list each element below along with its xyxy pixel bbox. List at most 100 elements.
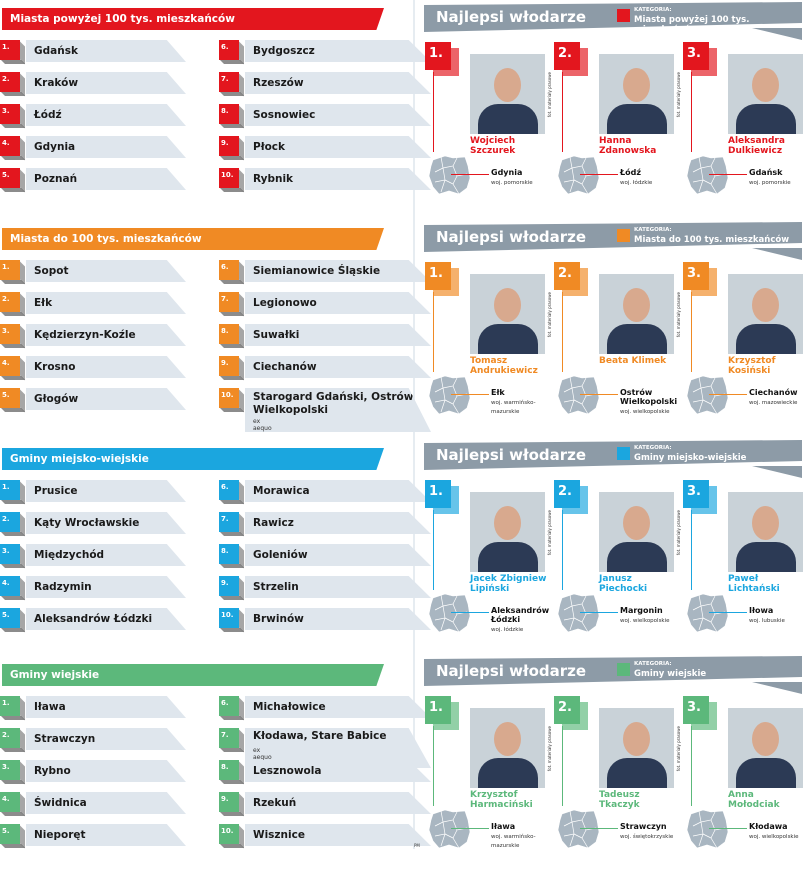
rank-line bbox=[691, 292, 692, 372]
category-label: KATEGORIA: bbox=[634, 445, 672, 451]
city-name: Gdańsk bbox=[749, 168, 783, 177]
rank-badge: 9. bbox=[219, 792, 239, 812]
category-name: Miasta powyżej 100 tys. mieszkańców bbox=[634, 15, 750, 35]
portrait-head bbox=[752, 68, 779, 102]
rank-line bbox=[691, 72, 692, 152]
portrait-head bbox=[623, 68, 650, 102]
category-color-swatch bbox=[617, 229, 630, 242]
portrait-head bbox=[752, 722, 779, 756]
winner-city: Aleksandrów Łódzki woj. łódzkie bbox=[491, 606, 553, 635]
city-name: Iłowa bbox=[749, 606, 774, 615]
winner-name: Hanna Zdanowska bbox=[599, 136, 657, 156]
rank-badge: 3. bbox=[0, 544, 20, 564]
rank-badge: 4. bbox=[0, 576, 20, 596]
location-connector bbox=[580, 828, 618, 829]
rank-badge: 4. bbox=[0, 792, 20, 812]
location-connector bbox=[709, 828, 747, 829]
panel-title: Najlepsi włodarze bbox=[436, 662, 587, 680]
rank-badge: 1. bbox=[425, 480, 451, 508]
ranking-name: Głogów bbox=[26, 388, 186, 410]
ranking-name: Morawica bbox=[245, 480, 431, 502]
photo-credit: fot. materiały prasowe bbox=[547, 726, 552, 772]
rank-badge: 2. bbox=[554, 42, 580, 70]
portrait-photo bbox=[728, 274, 803, 354]
winner-city: Ciechanów woj. mazowieckie bbox=[749, 388, 797, 408]
winner-city: Ełk woj. warmińsko-mazurskie bbox=[491, 388, 553, 417]
portrait-head bbox=[494, 506, 521, 540]
location-connector bbox=[451, 394, 489, 395]
city-name: Ciechanów bbox=[749, 388, 798, 397]
ex-aequo-note: ex aequo bbox=[253, 747, 272, 761]
rank-badge: 3. bbox=[683, 42, 709, 70]
winner-card: 1. fot. materiały prasowe Tomasz Andrukiew… bbox=[425, 262, 553, 437]
ranking-name: Goleniów bbox=[245, 544, 431, 566]
photo-credit: fot. materiały prasowe bbox=[547, 292, 552, 338]
rank-line bbox=[691, 726, 692, 806]
city-name: Ełk bbox=[491, 388, 505, 397]
rank-line bbox=[433, 726, 434, 806]
rank-badge: 1. bbox=[425, 696, 451, 724]
portrait-body bbox=[736, 324, 796, 354]
winner-name: Paweł Lichtański bbox=[728, 574, 780, 594]
ranking-name: Aleksandrów Łódzki bbox=[26, 608, 186, 630]
location-connector bbox=[451, 174, 489, 175]
ranking-name: Kędzierzyn-Koźle bbox=[26, 324, 186, 346]
category-name: Gminy miejsko-wiejskie bbox=[634, 453, 747, 463]
city-name: Kłodawa bbox=[749, 822, 788, 831]
ranking-name: Lesznowola bbox=[245, 760, 431, 782]
voivodeship: woj. warmińsko-mazurskie bbox=[491, 834, 536, 849]
portrait-body bbox=[736, 104, 796, 134]
rank-badge: 10. bbox=[219, 388, 239, 408]
rank-badge: 5. bbox=[0, 168, 20, 188]
winner-city: Ostrów Wielkopolski woj. wielkopolskie bbox=[620, 388, 682, 417]
rank-badge: 2. bbox=[0, 292, 20, 312]
panel-header-fold bbox=[752, 466, 802, 478]
voivodeship: woj. wielkopolskie bbox=[620, 618, 670, 624]
winner-name: Krzysztof Kosiński bbox=[728, 356, 776, 376]
location-connector bbox=[580, 612, 618, 613]
portrait-body bbox=[607, 542, 667, 572]
rank-badge: 5. bbox=[0, 824, 20, 844]
ranking-name: Bydgoszcz bbox=[245, 40, 431, 62]
poland-map-icon bbox=[557, 375, 600, 415]
portrait-head bbox=[623, 722, 650, 756]
category-color-swatch bbox=[617, 447, 630, 460]
location-connector bbox=[709, 174, 747, 175]
portrait-photo bbox=[470, 492, 545, 572]
ranking-name: Kraków bbox=[26, 72, 186, 94]
ranking-name: Międzychód bbox=[26, 544, 186, 566]
ranking-name: Płock bbox=[245, 136, 431, 158]
ranking-name: Rybnik bbox=[245, 168, 431, 190]
winner-card: 1. fot. materiały prasowe Wojciech Szczure… bbox=[425, 42, 553, 217]
rank-badge: 8. bbox=[219, 104, 239, 124]
city-name: Strawczyn bbox=[620, 822, 667, 831]
portrait-body bbox=[736, 758, 796, 788]
category-banner: Gminy wiejskie bbox=[2, 664, 384, 686]
category-color-swatch bbox=[617, 9, 630, 22]
rank-badge: 2. bbox=[0, 728, 20, 748]
voivodeship: woj. pomorskie bbox=[491, 180, 533, 186]
voivodeship: woj. wielkopolskie bbox=[620, 409, 670, 415]
poland-map-icon bbox=[686, 809, 729, 849]
rank-line bbox=[562, 292, 563, 372]
rank-badge: 7. bbox=[219, 728, 239, 748]
photo-credit: fot. materiały prasowe bbox=[676, 292, 681, 338]
photo-credit: fot. materiały prasowe bbox=[676, 726, 681, 772]
winner-city: Gdańsk woj. pomorskie bbox=[749, 168, 791, 188]
portrait-body bbox=[736, 542, 796, 572]
portrait-photo bbox=[470, 54, 545, 134]
city-name: Gdynia bbox=[491, 168, 523, 177]
category-banner: Gminy miejsko-wiejskie bbox=[2, 448, 384, 470]
ranking-name: Radzymin bbox=[26, 576, 186, 598]
ranking-name: Ciechanów bbox=[245, 356, 431, 378]
winner-name: Beata Klimek bbox=[599, 356, 667, 366]
portrait-body bbox=[478, 542, 538, 572]
rank-badge: 6. bbox=[219, 480, 239, 500]
rank-badge: 3. bbox=[0, 324, 20, 344]
winners-panel: Najlepsi włodarze KATEGORIA: Gminy miejsko… bbox=[422, 440, 805, 656]
voivodeship: woj. warmińsko-mazurskie bbox=[491, 400, 536, 415]
ranking-name: Wisznice bbox=[245, 824, 431, 846]
rank-badge: 1. bbox=[425, 262, 451, 290]
winner-card: 1. fot. materiały prasowe Jacek Zbigniew L… bbox=[425, 480, 553, 655]
poland-map-icon bbox=[686, 375, 729, 415]
